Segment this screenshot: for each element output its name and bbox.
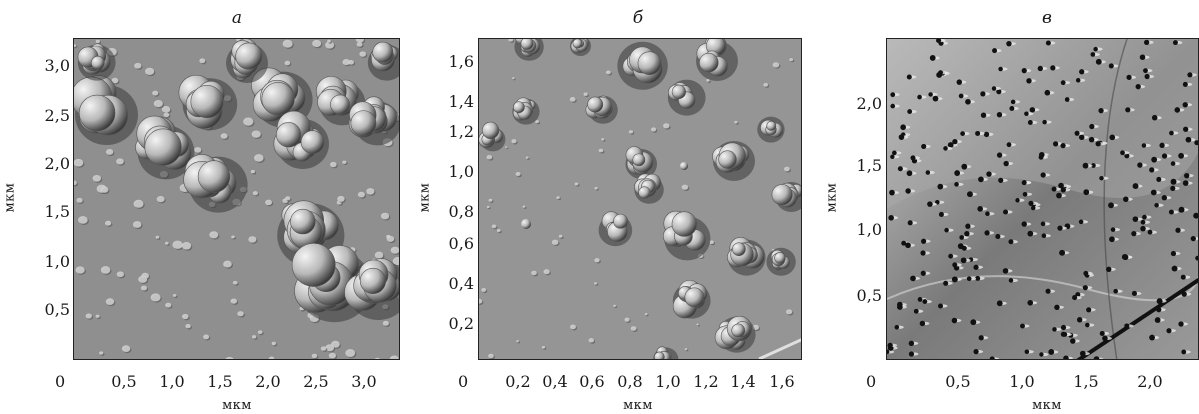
panel-a-ytick: 2,0 [44, 154, 70, 173]
panel-a-ytick: 2,5 [44, 106, 70, 125]
panel-c-origin-label: 0 [866, 372, 877, 391]
panel-a-ytick: 0,5 [44, 300, 70, 319]
panel-c-xtick: 0,5 [945, 372, 971, 391]
panel-a-xtick: 2,5 [303, 372, 329, 391]
panel-b-ytick: 1,6 [448, 52, 474, 71]
particle-cluster [672, 279, 711, 319]
panel-c-ytick: 2,0 [856, 94, 882, 113]
panel-b-xtick: 1,2 [693, 372, 719, 391]
particle-cluster [667, 79, 706, 116]
particle-cluster [344, 258, 399, 320]
particle-cluster [653, 346, 679, 359]
panel-a-xtick: 1,5 [207, 372, 233, 391]
panel-c-ytick: 1,0 [856, 220, 882, 239]
particle-cluster [696, 39, 738, 81]
panel-c-ylabel: мкм [824, 182, 840, 213]
panel-b-title: б [632, 8, 644, 28]
particle-cluster [77, 43, 116, 81]
panel-c-xtick: 1,0 [1009, 372, 1035, 391]
panel-a-xtick: 1,0 [159, 372, 185, 391]
particle-cluster [183, 154, 248, 213]
particle-cluster [226, 39, 268, 83]
panel-b-xtick: 0,2 [505, 372, 531, 391]
particle-cluster [585, 95, 618, 124]
panel-a-ylabel: мкм [2, 182, 18, 213]
particle-cluster [617, 41, 668, 90]
particle-cluster [727, 237, 766, 276]
panel-b-origin-label: 0 [458, 372, 469, 391]
panel-c-xlabel: мкм [1032, 398, 1062, 413]
surface-bumps [74, 39, 399, 359]
panel-c-afm-svg [887, 39, 1198, 359]
panel-b-afm-image [478, 38, 802, 360]
panel-a-xtick: 3,0 [351, 372, 377, 391]
panel-b-xtick: 1,0 [655, 372, 681, 391]
panel-b-xtick: 0,6 [579, 372, 605, 391]
particle-cluster [712, 141, 755, 181]
panel-b-xtick: 1,6 [769, 372, 795, 391]
panel-c-afm-image [886, 38, 1199, 360]
panel-a-ytick: 3,0 [44, 56, 70, 75]
particle-cluster [367, 41, 399, 81]
surface-bumps [479, 39, 795, 359]
panel-b-xtick: 1,4 [730, 372, 756, 391]
panel-c-xtick: 2,0 [1137, 372, 1163, 391]
panel-b-xlabel: мкм [623, 398, 653, 413]
panel-b-xtick: 0,8 [617, 372, 643, 391]
panel-c-ytick: 0,5 [856, 286, 882, 305]
panel-c-xtick: 1,5 [1073, 372, 1099, 391]
particle-cluster [251, 67, 313, 128]
panel-b-afm-svg [479, 39, 801, 359]
particle-cluster [570, 39, 591, 56]
particle-cluster [74, 75, 138, 145]
panel-a-xtick: 0,5 [111, 372, 137, 391]
panel-a-afm-image [73, 38, 400, 360]
particle-cluster [598, 211, 633, 247]
panel-c-title: в [1042, 8, 1052, 28]
panel-b-ytick: 1,4 [448, 92, 474, 111]
particle-cluster [479, 121, 506, 152]
panel-b-ytick: 0,6 [448, 234, 474, 253]
particle-cluster [757, 116, 785, 143]
particle-cluster [348, 96, 399, 146]
panel-a-afm-svg [74, 39, 399, 359]
particle-cluster [714, 315, 756, 353]
particle-cluster [178, 74, 238, 131]
panel-b-ytick: 0,2 [448, 314, 474, 333]
panel-b-ytick: 0,4 [448, 274, 474, 293]
panel-a-ytick: 1,0 [44, 252, 70, 271]
pore-array [887, 39, 1198, 359]
panel-a-xlabel: мкм [222, 398, 252, 413]
particle-cluster [273, 110, 329, 169]
particle-cluster [662, 210, 711, 261]
particle-cluster [625, 146, 657, 179]
panel-b-ytick: 1,0 [448, 162, 474, 181]
panel-c-ytick: 1,5 [856, 156, 882, 175]
particle-cluster [771, 182, 801, 212]
panel-b-ytick: 0,8 [448, 202, 474, 221]
particle-cluster [514, 39, 544, 61]
panel-b-xtick: 0,4 [542, 372, 568, 391]
panel-a-origin-label: 0 [55, 372, 66, 391]
particle-cluster [634, 173, 664, 204]
panel-b-ytick: 1,2 [448, 122, 474, 141]
particle-cluster [512, 97, 540, 125]
panel-a-title: а [231, 8, 243, 28]
panel-a-ytick: 1,5 [44, 202, 70, 221]
particle-cluster [135, 115, 195, 180]
particle-cluster [766, 247, 796, 276]
panel-a-xtick: 2,0 [255, 372, 281, 391]
